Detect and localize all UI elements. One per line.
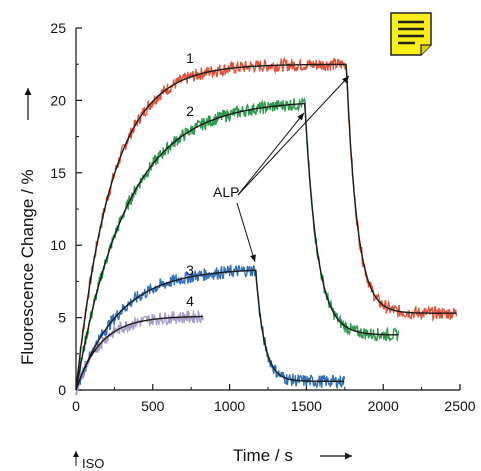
series-1-label: 1 (186, 50, 194, 66)
x-tick-label: 1500 (291, 398, 322, 414)
axes: 0 5 10 15 20 25 0 500 1000 1500 2000 2500 Time / s Fl… (18, 20, 476, 465)
series-4-fit (75, 315, 204, 391)
x-tick-label: 1000 (214, 398, 245, 414)
y-tick-label: 5 (58, 310, 66, 326)
x-tick-label: 500 (141, 398, 165, 414)
y-axis-arrowhead (24, 88, 32, 95)
noisy-traces (75, 56, 458, 396)
alp-arrowhead (297, 113, 304, 121)
sticky-note-icon[interactable] (390, 12, 432, 56)
y-tick-label: 10 (50, 237, 66, 253)
alp-arrowhead (250, 254, 256, 262)
iso-arrowhead (73, 451, 79, 457)
alp-arrowhead (342, 76, 349, 84)
series-1-fit (75, 63, 457, 391)
iso-label: ISO (82, 456, 104, 471)
series-4-trace (75, 309, 204, 396)
annotations: ISO ALP (73, 75, 350, 471)
series-2-label: 2 (186, 103, 194, 119)
curve-labels: 1 2 3 4 (186, 50, 194, 309)
series-2-fit (75, 102, 399, 391)
fit-curves (75, 63, 457, 391)
series-3-label: 3 (186, 262, 194, 278)
x-axis-arrowhead (345, 452, 352, 460)
alp-arrow (236, 202, 256, 263)
x-axis-title: Time / s (233, 446, 293, 465)
y-tick-label: 0 (58, 382, 66, 398)
alp-label: ALP (213, 184, 239, 200)
x-tick-label: 0 (72, 398, 80, 414)
y-tick-label: 15 (50, 165, 66, 181)
y-tick-label: 25 (50, 20, 66, 36)
series-3-trace (75, 264, 346, 395)
alp-arrow (237, 75, 350, 196)
y-axis-title: Fluorescence Change / % (18, 169, 37, 365)
series-3-fit (75, 269, 345, 391)
x-tick-label: 2500 (444, 398, 475, 414)
x-tick-label: 2000 (368, 398, 399, 414)
y-tick-label: 20 (50, 92, 66, 108)
series-4-label: 4 (186, 293, 194, 309)
alp-arrow (237, 112, 305, 196)
